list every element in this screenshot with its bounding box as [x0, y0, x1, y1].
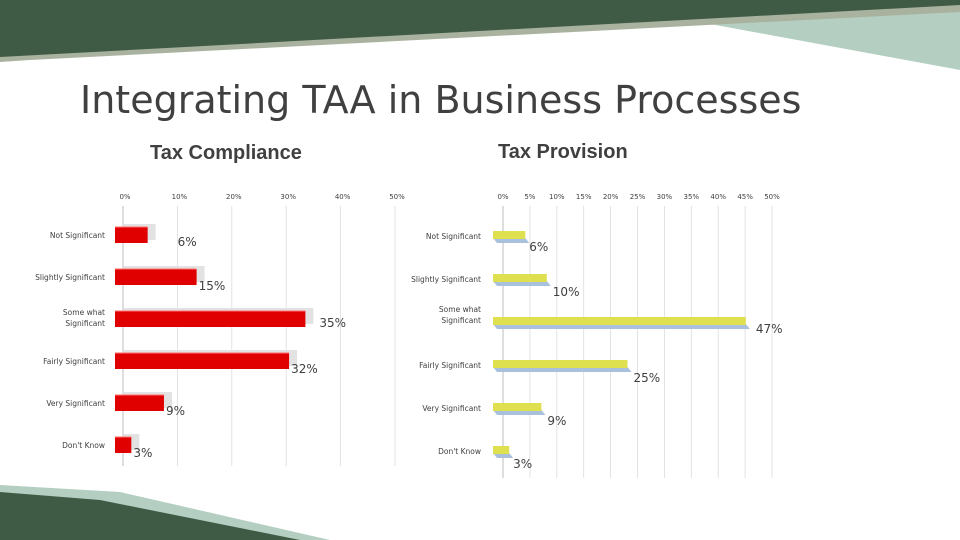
category-label-line2: Significant: [441, 316, 481, 325]
x-tick-label: 20%: [226, 193, 242, 201]
category-label: Slightly Significant: [35, 273, 105, 282]
x-tick-label: 40%: [710, 193, 726, 201]
bar-base: [493, 453, 514, 458]
x-tick-label: 45%: [737, 193, 753, 201]
x-tick-label: 5%: [524, 193, 535, 201]
bar: [493, 403, 542, 411]
bar-base: [493, 238, 530, 243]
bar-base: [493, 410, 546, 415]
x-tick-label: 40%: [335, 193, 351, 201]
category-label: Very Significant: [422, 404, 481, 413]
category-label: Don't Know: [438, 447, 481, 456]
data-label: 6%: [529, 240, 548, 254]
data-label: 9%: [166, 404, 185, 418]
bar: [493, 231, 526, 239]
data-label: 9%: [547, 414, 566, 428]
bar: [493, 317, 746, 325]
x-tick-label: 50%: [389, 193, 405, 201]
category-label: Don't Know: [62, 441, 105, 450]
bar: [115, 395, 164, 411]
chart-title-tax-compliance: Tax Compliance: [150, 142, 302, 164]
x-tick-label: 15%: [576, 193, 592, 201]
x-tick-label: 25%: [630, 193, 646, 201]
x-tick-label: 35%: [684, 193, 700, 201]
header-band-dark-green: [0, 0, 960, 57]
bar: [115, 437, 132, 453]
header-decoration: [0, 0, 960, 70]
data-label: 35%: [319, 316, 346, 330]
x-tick-label: 10%: [172, 193, 188, 201]
bar-base: [493, 281, 551, 286]
category-label: Some what: [63, 308, 105, 317]
x-tick-label: 50%: [764, 193, 780, 201]
category-label: Fairly Significant: [43, 357, 105, 366]
category-label: Slightly Significant: [411, 275, 481, 284]
data-label: 32%: [291, 362, 318, 376]
data-label: 15%: [199, 279, 226, 293]
bar: [115, 353, 290, 369]
x-tick-label: 30%: [280, 193, 296, 201]
x-tick-label: 20%: [603, 193, 619, 201]
chart-title-tax-provision: Tax Provision: [498, 141, 628, 163]
category-label: Not Significant: [50, 231, 105, 240]
category-label: Fairly Significant: [419, 361, 481, 370]
x-tick-label: 0%: [119, 193, 130, 201]
category-label: Very Significant: [46, 399, 105, 408]
data-label: 3%: [133, 446, 152, 460]
bar-base: [493, 367, 632, 372]
data-label: 3%: [513, 457, 532, 471]
data-label: 10%: [553, 285, 580, 299]
bar: [115, 269, 197, 285]
category-label: Not Significant: [426, 232, 481, 241]
x-tick-label: 0%: [497, 193, 508, 201]
bar: [493, 360, 628, 368]
data-label: 47%: [756, 322, 783, 336]
category-label-line2: Significant: [65, 319, 105, 328]
category-label: Some what: [439, 305, 481, 314]
x-tick-label: 30%: [657, 193, 673, 201]
data-label: 25%: [634, 371, 661, 385]
data-label: 6%: [178, 235, 197, 249]
x-tick-label: 10%: [549, 193, 565, 201]
bar: [493, 446, 510, 454]
bar: [115, 311, 306, 327]
footer-band-dark-green: [0, 492, 300, 540]
bar: [493, 274, 547, 282]
bar: [115, 227, 148, 243]
bar-base: [493, 324, 750, 329]
slide-title: Integrating TAA in Business Processes: [80, 78, 802, 122]
